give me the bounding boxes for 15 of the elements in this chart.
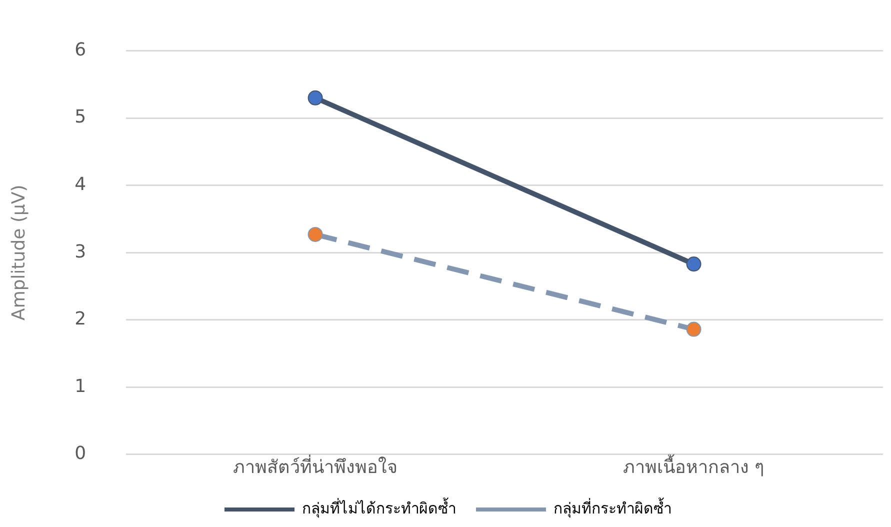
legend-label: กลุ่มที่ไม่ได้กระทำผิดซ้ำ: [302, 497, 456, 518]
point: [308, 226, 323, 242]
y-tick-label: 3: [74, 241, 86, 262]
legend-label: กลุ่มที่กระทำผิดซ้ำ: [554, 497, 672, 518]
y-axis-title: Amplitude (µV): [8, 184, 30, 320]
y-tick-label: 0: [74, 443, 86, 464]
y-tick-label: 6: [74, 39, 86, 60]
point: [686, 256, 702, 272]
x-tick-label: ภาพสัตว์ที่น่าพึงพอใจ: [232, 454, 398, 478]
point: [308, 90, 323, 106]
y-tick-label: 5: [74, 106, 86, 128]
point: [686, 322, 702, 337]
y-tick-label: 2: [74, 308, 86, 330]
y-tick-label: 4: [74, 174, 86, 196]
y-tick-label: 1: [74, 376, 86, 397]
